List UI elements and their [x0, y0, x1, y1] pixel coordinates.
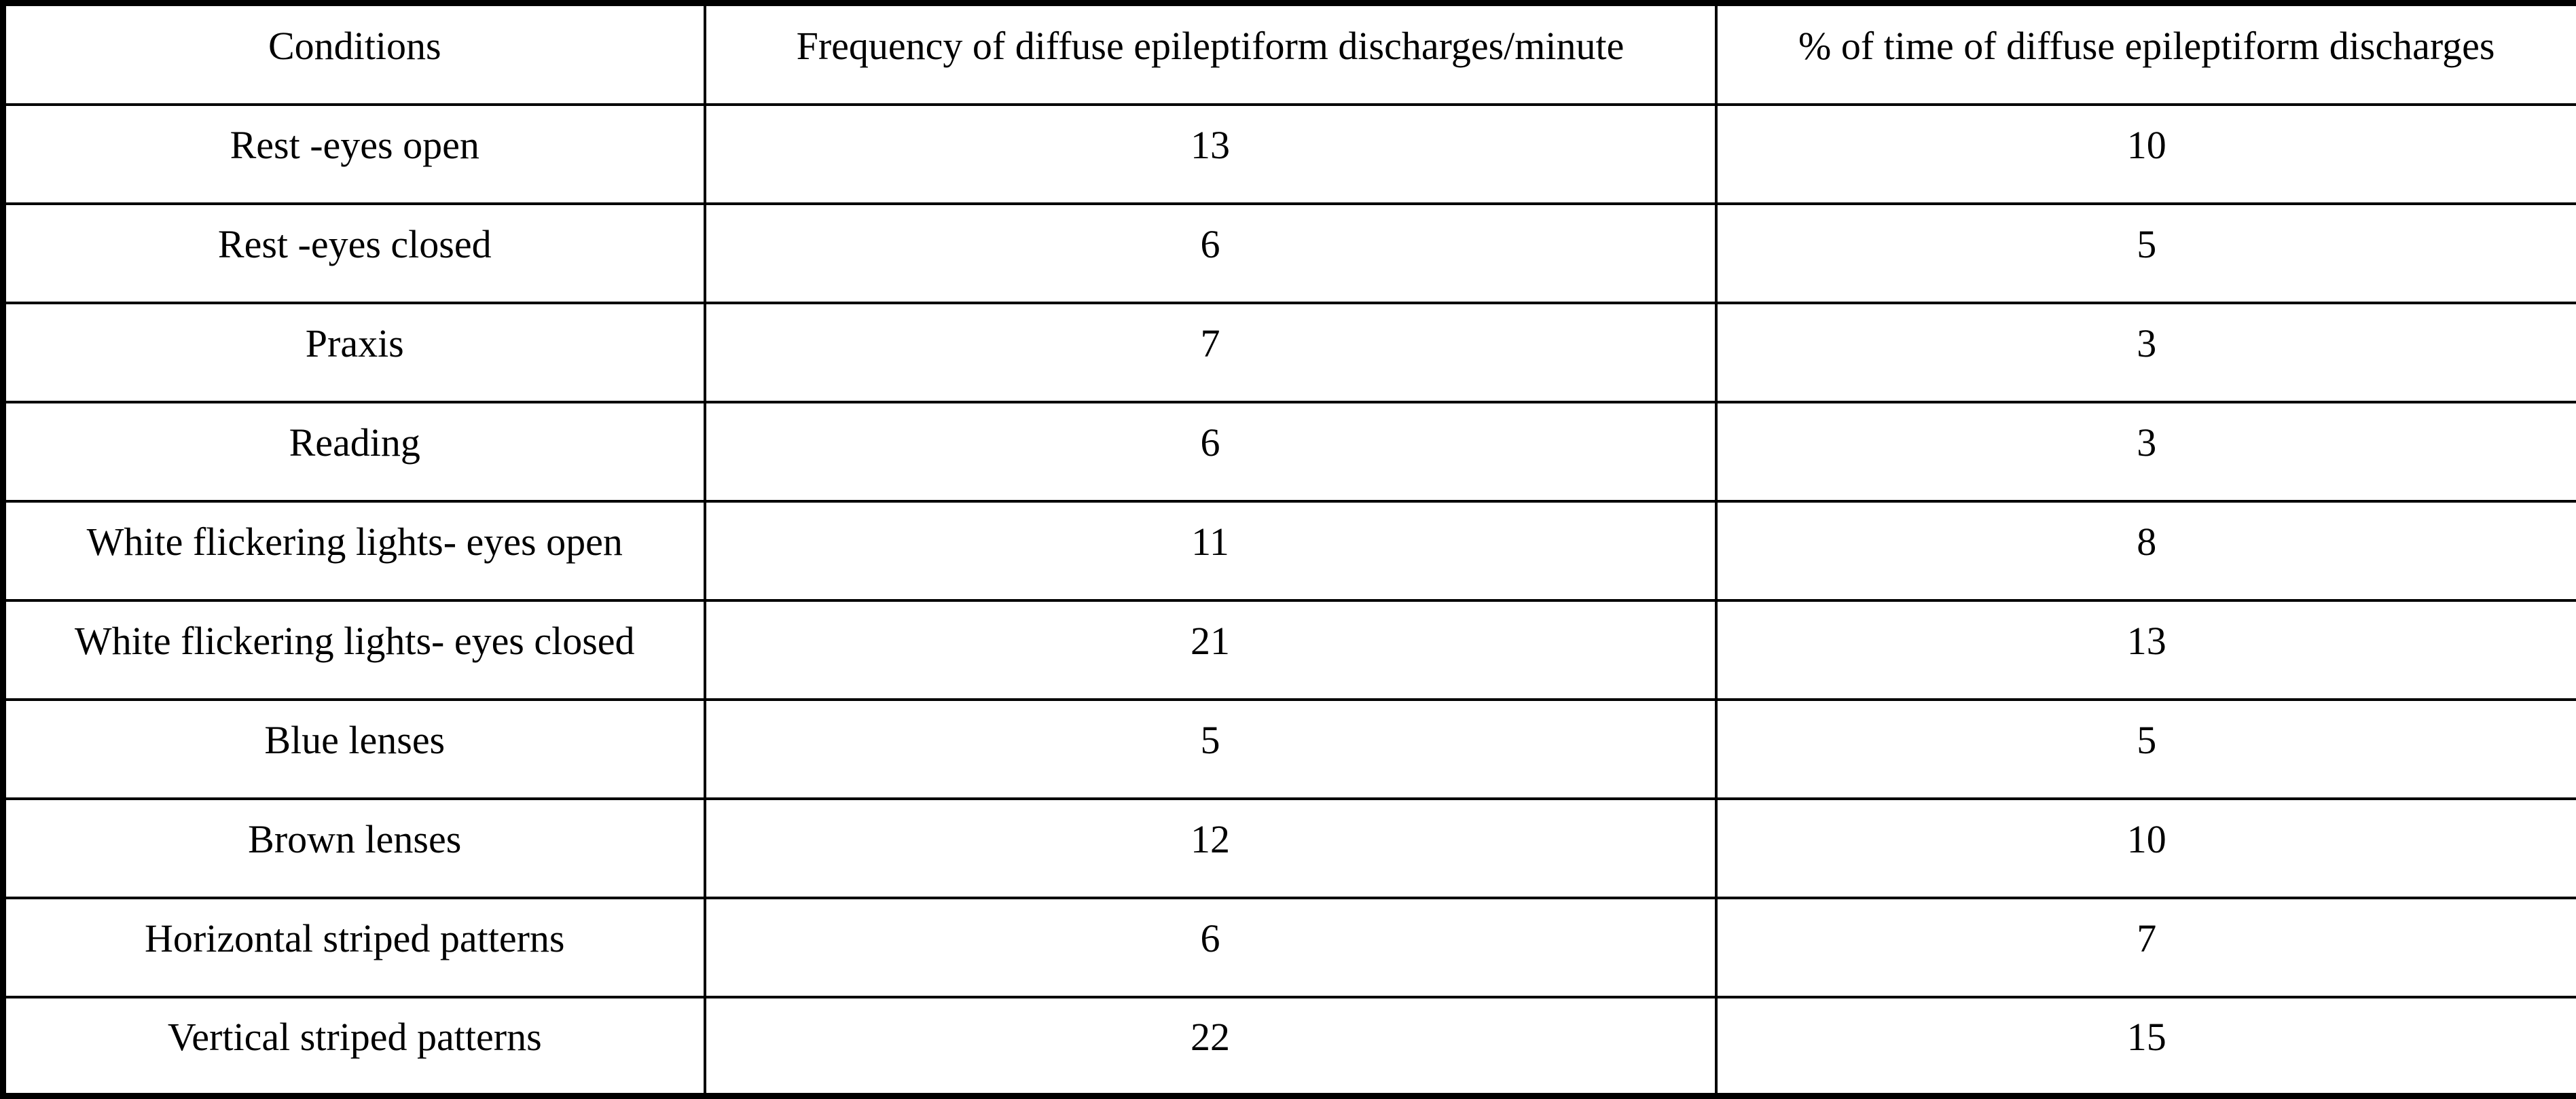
frequency-cell: 12 [703, 797, 1718, 899]
percent-cell: 15 [1714, 995, 2576, 1098]
percent-cell: 3 [1714, 301, 2576, 403]
condition-cell: White flickering lights- eyes closed [1, 598, 706, 701]
table-row: Blue lenses 5 5 [1, 698, 2576, 800]
frequency-cell: 7 [703, 301, 1718, 403]
frequency-cell: 22 [703, 995, 1718, 1098]
condition-cell: Blue lenses [1, 698, 706, 800]
header-conditions: Conditions [1, 1, 706, 106]
percent-cell: 3 [1714, 400, 2576, 503]
frequency-cell: 11 [703, 499, 1718, 602]
condition-cell: Reading [1, 400, 706, 503]
condition-cell: White flickering lights- eyes open [1, 499, 706, 602]
table-row: Praxis 7 3 [1, 301, 2576, 403]
header-row: Conditions Frequency of diffuse epilepti… [1, 1, 2576, 106]
percent-cell: 13 [1714, 598, 2576, 701]
table-row: Reading 6 3 [1, 400, 2576, 503]
percent-cell: 5 [1714, 202, 2576, 304]
table-row: Vertical striped patterns 22 15 [1, 995, 2576, 1098]
condition-cell: Brown lenses [1, 797, 706, 899]
table-body: Rest -eyes open 13 10 Rest -eyes closed 6 5 Pr… [1, 103, 2576, 1098]
frequency-cell: 6 [703, 400, 1718, 503]
percent-cell: 10 [1714, 797, 2576, 899]
header-percent-of-time: % of time of diffuse epileptiform discha… [1714, 1, 2576, 106]
condition-cell: Rest -eyes closed [1, 202, 706, 304]
header-frequency: Frequency of diffuse epileptiform discha… [703, 1, 1718, 106]
table-header: Conditions Frequency of diffuse epilepti… [1, 1, 2576, 106]
frequency-cell: 21 [703, 598, 1718, 701]
table-row: Horizontal striped patterns 6 7 [1, 896, 2576, 998]
condition-cell: Rest -eyes open [1, 103, 706, 205]
table-row: White flickering lights- eyes closed 21 13 [1, 598, 2576, 701]
table-row: Rest -eyes closed 6 5 [1, 202, 2576, 304]
condition-cell: Horizontal striped patterns [1, 896, 706, 998]
table-row: White flickering lights- eyes open 11 8 [1, 499, 2576, 602]
table-row: Brown lenses 12 10 [1, 797, 2576, 899]
frequency-cell: 13 [703, 103, 1718, 205]
percent-cell: 7 [1714, 896, 2576, 998]
table-row: Rest -eyes open 13 10 [1, 103, 2576, 205]
frequency-cell: 5 [703, 698, 1718, 800]
percent-cell: 8 [1714, 499, 2576, 602]
condition-cell: Vertical striped patterns [1, 995, 706, 1098]
percent-cell: 10 [1714, 103, 2576, 205]
frequency-cell: 6 [703, 896, 1718, 998]
percent-cell: 5 [1714, 698, 2576, 800]
condition-cell: Praxis [1, 301, 706, 403]
frequency-cell: 6 [703, 202, 1718, 304]
